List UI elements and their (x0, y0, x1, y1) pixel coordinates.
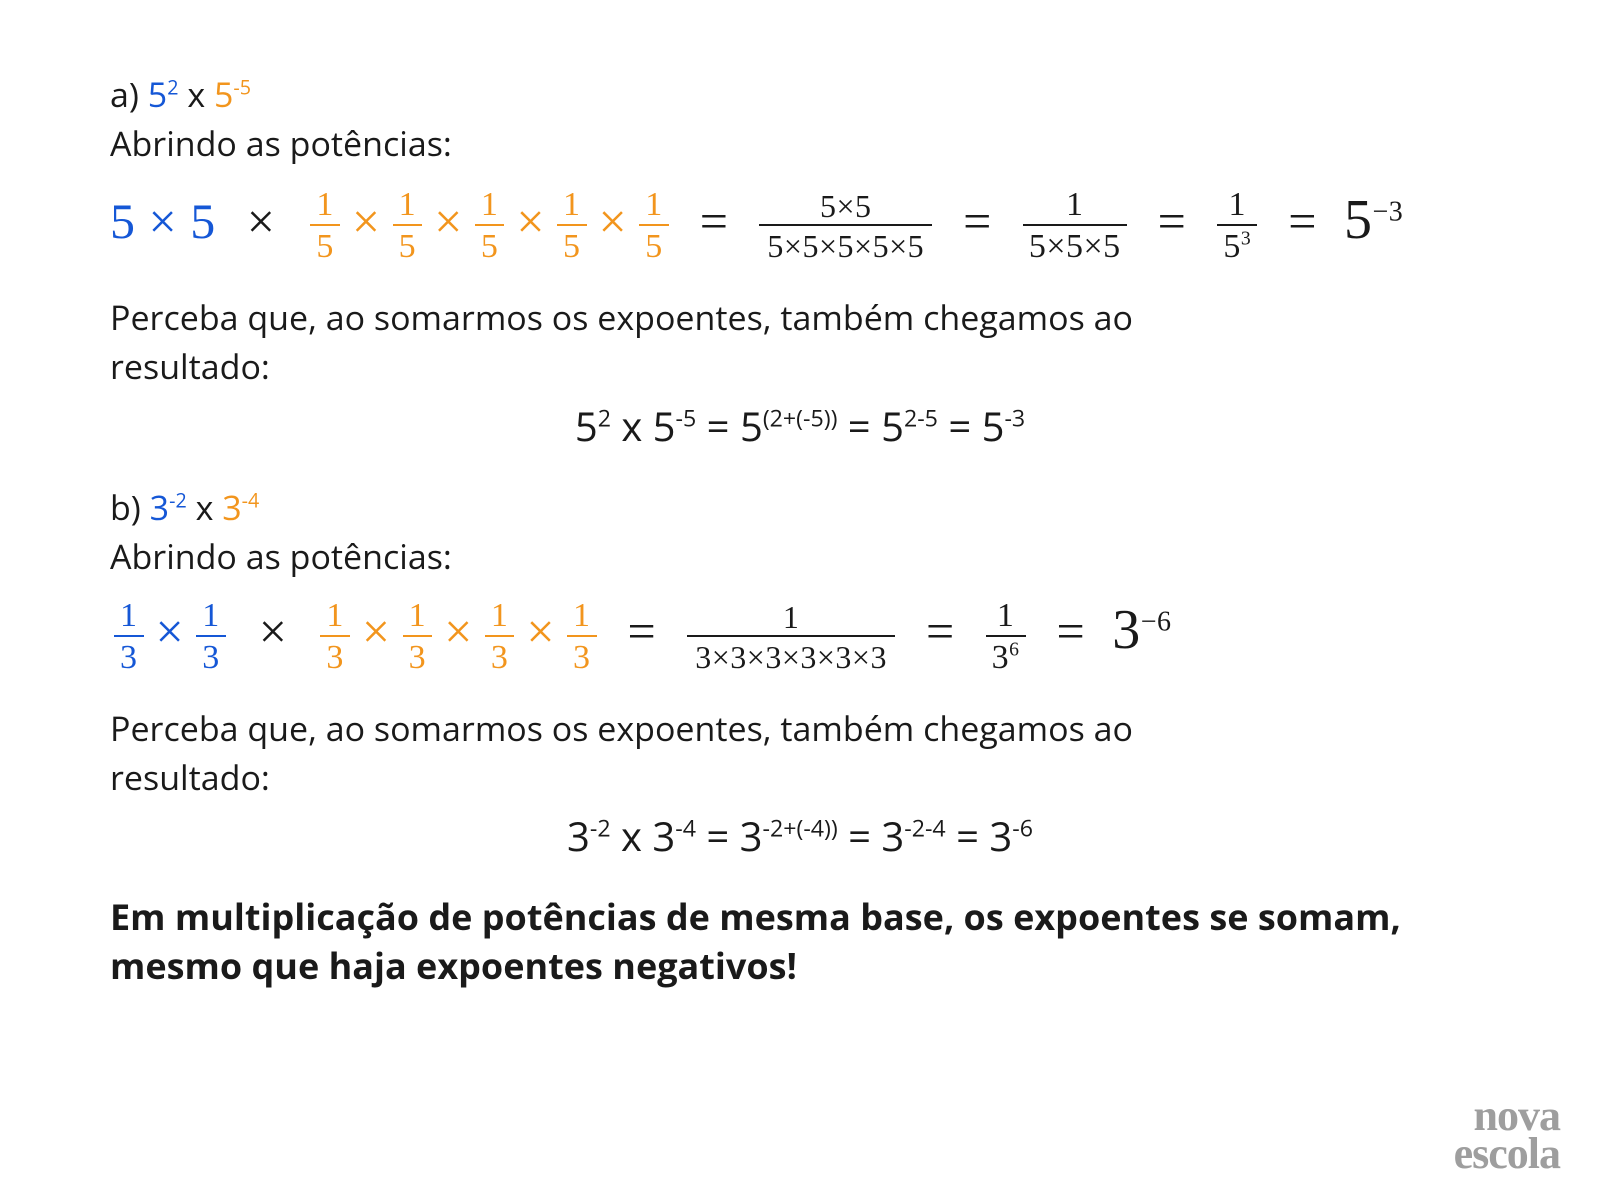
item-a-label: a) (110, 71, 148, 117)
times-operator: × (354, 602, 399, 660)
times-operator: × (426, 192, 471, 250)
eq-b-mid-x: × (243, 602, 304, 660)
section-a-opening: Abrindo as potências: (110, 119, 1490, 168)
eq-a-blue: 5 × 5 (110, 193, 216, 249)
fraction: 13 (196, 599, 226, 675)
section-b-explain: Perceba que, ao somarmos os expoentes, t… (110, 704, 1210, 803)
eq-b-eq3: = (1043, 602, 1100, 660)
eq-a-eq2: = (949, 192, 1006, 250)
fraction: 15 (639, 188, 669, 264)
section-a-equation: 5 × 5 × 15×15×15×15×15 = 5×5 5×5×5×5×5 =… (110, 191, 1490, 268)
times-operator: × (436, 602, 481, 660)
section-a-explain: Perceba que, ao somarmos os expoentes, t… (110, 293, 1210, 392)
section-a-rule: 52 x 5-5 = 5(2+(-5)) = 52-5 = 5-3 (110, 398, 1490, 453)
term-a2: 5-5 (214, 70, 251, 119)
eq-b-orange-fracs: 13×13×13×13 (316, 606, 600, 662)
slide-page: a) 52 x 5-5 Abrindo as potências: 5 × 5 … (0, 0, 1600, 1200)
eq-b-step1: 1 3×3×3×3×3×3 (687, 601, 895, 673)
times-operator: × (591, 192, 636, 250)
times-operator: × (148, 602, 193, 660)
eq-b-step2: 1 36 (986, 599, 1026, 675)
fraction: 13 (114, 599, 144, 675)
term-b2: 3-4 (222, 483, 259, 532)
eq-a-result: 5−3 (1344, 188, 1403, 252)
fraction: 15 (393, 188, 423, 264)
eq-b-eq2: = (912, 602, 969, 660)
eq-a-step1: 5×5 5×5×5×5×5 (759, 190, 932, 262)
fraction: 15 (557, 188, 587, 264)
eq-a-step3: 1 53 (1217, 188, 1257, 264)
conclusion-text: Em multiplicação de potências de mesma b… (110, 893, 1490, 990)
section-a-header: a) 52 x 5-5 (110, 70, 1490, 119)
eq-b-eq1: = (614, 602, 671, 660)
fraction: 13 (403, 599, 433, 675)
eq-a-mid-x: × (229, 192, 294, 250)
fraction: 13 (485, 599, 515, 675)
term-a1: 52 (148, 70, 179, 119)
section-b-header: b) 3-2 x 3-4 (110, 483, 1490, 532)
eq-a-orange-fracs: 15×15×15×15×15 (306, 196, 672, 252)
eq-b-result: 3−6 (1112, 598, 1171, 662)
fraction: 15 (475, 188, 505, 264)
item-b-label: b) (110, 484, 150, 530)
times-operator: × (344, 192, 389, 250)
nova-escola-logo: nova escola (1454, 1097, 1560, 1172)
section-b-rule: 3-2 x 3-4 = 3-2+(-4)) = 3-2-4 = 3-6 (110, 808, 1490, 863)
logo-line2: escola (1454, 1135, 1560, 1172)
times-b: x (187, 484, 222, 530)
eq-a-step2: 1 5×5×5 (1023, 188, 1127, 264)
times-operator: × (518, 602, 563, 660)
times-operator: × (508, 192, 553, 250)
eq-a-eq1: = (686, 192, 743, 250)
eq-a-eq3: = (1144, 192, 1201, 250)
term-b1: 3-2 (150, 483, 187, 532)
eq-b-blue-fracs: 13×13 (110, 606, 230, 662)
fraction: 15 (310, 188, 340, 264)
fraction: 13 (320, 599, 350, 675)
section-b-equation: 13×13 × 13×13×13×13 = 1 3×3×3×3×3×3 = 1 … (110, 601, 1490, 678)
section-b-opening: Abrindo as potências: (110, 532, 1490, 581)
times-a: x (179, 71, 214, 117)
fraction: 13 (567, 599, 597, 675)
eq-a-eq4: = (1274, 192, 1331, 250)
